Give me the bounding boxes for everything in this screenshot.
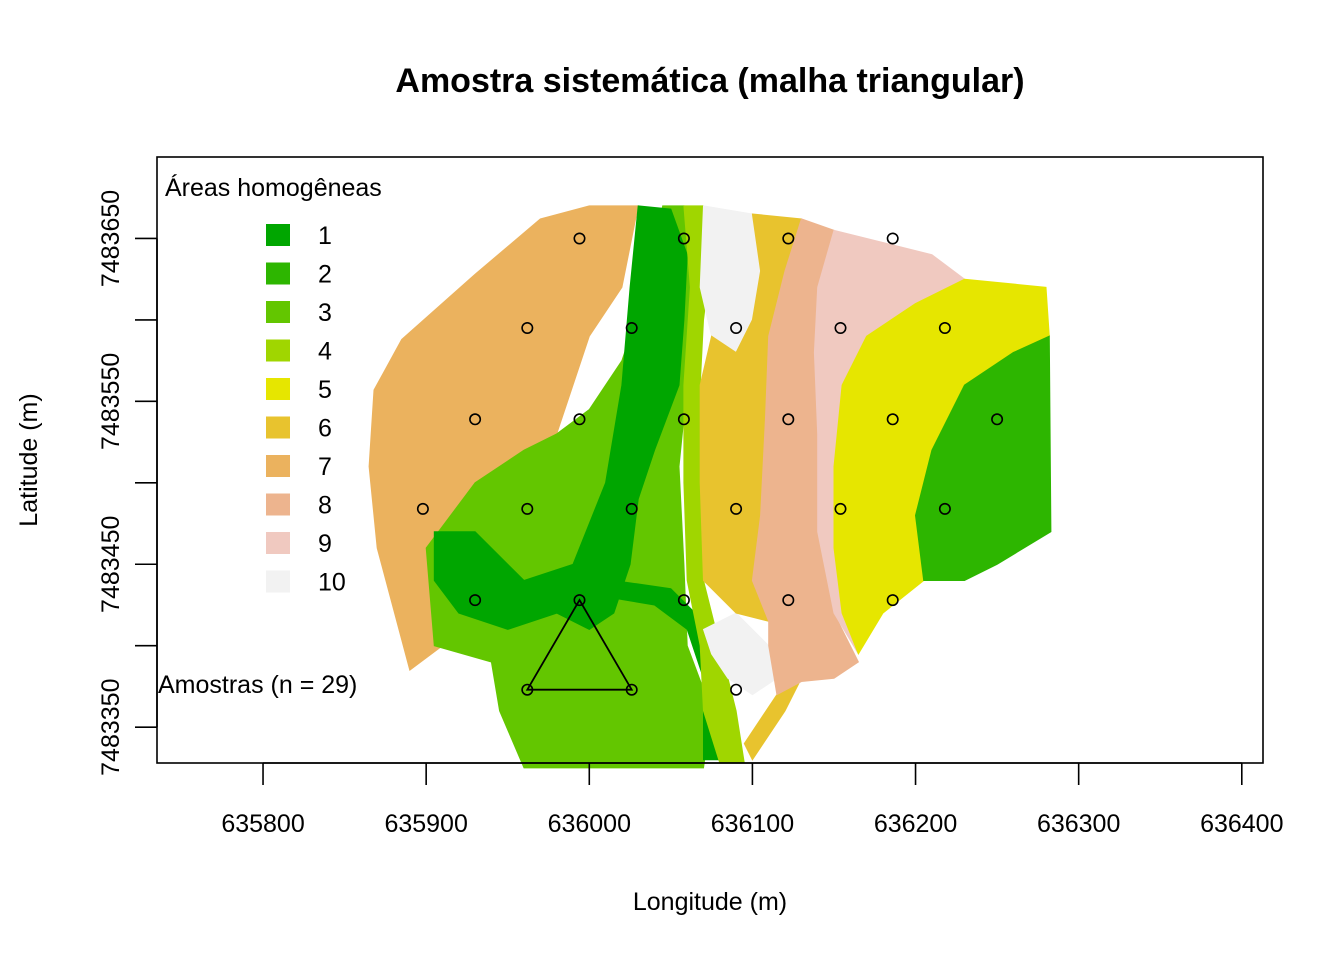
sample-point	[886, 232, 899, 245]
sample-point	[991, 413, 1004, 426]
legend-swatch	[266, 224, 290, 246]
sample-point	[886, 594, 899, 607]
sample-point	[573, 232, 586, 245]
y-axis: 7483350 7483450 7483550 7483650	[97, 190, 158, 776]
sample-point	[573, 413, 586, 426]
sample-point	[625, 502, 638, 515]
legend-swatch	[266, 493, 290, 516]
sample-point	[834, 502, 847, 515]
y-axis-title: Latitude (m)	[15, 393, 43, 526]
legend-swatch	[266, 416, 290, 439]
sample-point	[677, 594, 690, 607]
y-tick-label: 7483550	[97, 353, 125, 450]
samples-label: Amostras (n = 29)	[158, 671, 357, 699]
sample-point	[469, 594, 482, 607]
x-tick-label: 636300	[1037, 810, 1120, 838]
legend-label: 10	[318, 569, 346, 597]
sample-point	[730, 683, 743, 696]
sample-point	[730, 321, 743, 334]
legend-swatch	[266, 339, 290, 362]
legend-swatch	[266, 455, 290, 477]
x-tick-label: 636100	[711, 810, 794, 838]
legend-swatch	[266, 378, 290, 400]
sample-point	[625, 321, 638, 334]
sample-point	[938, 321, 951, 334]
legend-label: 3	[318, 299, 332, 327]
legend-title: Áreas homogêneas	[165, 173, 382, 202]
sample-point	[416, 502, 429, 515]
sample-point	[782, 594, 795, 607]
sample-grid-triangle	[525, 598, 634, 691]
zone-10-patch	[702, 612, 778, 696]
triangle-outline	[525, 598, 634, 691]
legend-label: 8	[318, 492, 332, 520]
x-axis: 635800 635900 636000 636100 636200 636300 6364…	[221, 762, 1284, 838]
zone-2-patch	[914, 335, 1052, 581]
legend-label: 1	[318, 222, 332, 250]
sample-point	[677, 413, 690, 426]
zone-6-patch	[743, 676, 803, 761]
sample-point	[677, 232, 690, 245]
sample-point	[938, 502, 951, 515]
sample-point	[573, 594, 586, 607]
legend-label: 9	[318, 530, 332, 558]
sample-point	[521, 502, 534, 515]
sample-point	[469, 413, 482, 426]
x-tick-label: 636200	[874, 810, 957, 838]
y-tick-label: 7483650	[97, 190, 125, 287]
legend-swatch	[266, 301, 290, 323]
x-axis-title: Longitude (m)	[633, 888, 787, 916]
x-tick-label: 635900	[384, 810, 467, 838]
x-tick-label: 636400	[1200, 810, 1283, 838]
legend-swatch	[266, 262, 290, 285]
legend-label: 7	[318, 453, 332, 481]
legend-label: 6	[318, 415, 332, 443]
y-tick-label: 7483350	[97, 679, 125, 776]
legend-label: 5	[318, 376, 332, 404]
legend: Áreas homogêneas 1 2 3 4 5 6 7 8 9 10	[165, 173, 382, 597]
chart-title: Amostra sistemática (malha triangular)	[395, 62, 1024, 100]
sample-point	[782, 413, 795, 426]
sample-point	[521, 321, 534, 334]
legend-swatch	[266, 532, 290, 554]
sample-point	[886, 413, 899, 426]
x-tick-label: 636000	[548, 810, 631, 838]
x-tick-label: 635800	[221, 810, 304, 838]
legend-label: 4	[318, 338, 332, 366]
zone-1-patch	[433, 205, 688, 630]
sample-points	[416, 232, 1004, 696]
legend-swatch	[266, 570, 290, 593]
legend-label: 2	[318, 261, 332, 289]
sample-point	[782, 232, 795, 245]
y-tick-label: 7483450	[97, 516, 125, 613]
sample-point	[625, 683, 638, 696]
sample-point	[834, 321, 847, 334]
sample-point	[521, 683, 534, 696]
sample-point	[730, 502, 743, 515]
zone-layer	[368, 205, 1052, 769]
